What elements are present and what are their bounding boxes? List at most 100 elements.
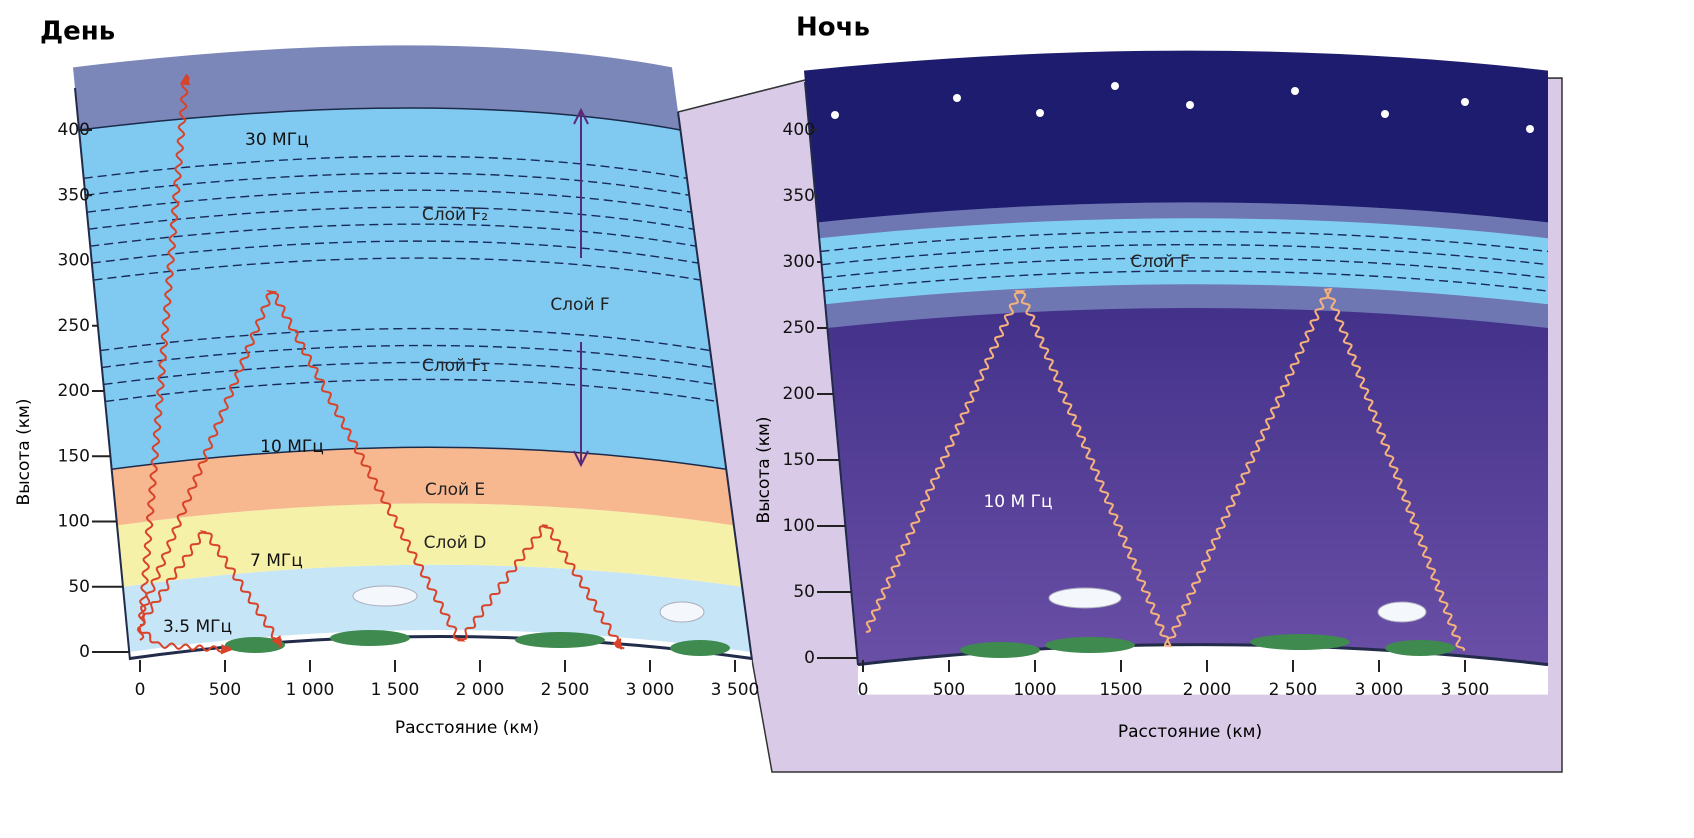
x-axis-label: Расстояние (км) [395,718,539,738]
dash-line [85,172,690,196]
y-tick-label: 50 [793,582,815,602]
lower-sky [122,564,751,652]
layers [73,45,1549,695]
dash-line [83,155,688,179]
x-axis-label: Расстояние (км) [1118,722,1262,742]
cloud [352,585,418,607]
hill [1045,637,1135,653]
layer-label: Слой F₁ [422,356,488,376]
x-tick-label: 1000 [1013,680,1056,700]
wave-label: 3.5 МГц [163,617,232,637]
hill [670,640,730,656]
x-tick-label: 0 [135,680,146,700]
arrowhead [179,74,191,86]
hill [960,642,1040,658]
y-tick-label: 300 [58,251,90,271]
dash-line [93,257,701,281]
y-tick-label: 400 [783,120,815,140]
arrowhead [611,638,622,650]
wave-label: 10 МГц [260,437,324,457]
x-tick-label: 3 500 [711,680,760,700]
night-title: Ночь [796,13,870,43]
upper-cap [73,45,681,130]
cloud [1377,601,1427,623]
x-tick-label: 3 500 [1441,680,1490,700]
star [953,94,961,102]
layer-f [819,218,1548,305]
layer-label: Слой F₂ [422,205,488,225]
dash-line [91,240,699,264]
layer-d [117,503,743,587]
night-upper-sky [803,50,1548,223]
boundary [78,107,681,131]
layer-e [111,447,734,526]
star [1526,125,1534,133]
hill [225,637,285,653]
cloud [659,601,705,623]
star [831,111,839,119]
x-tick-label: 0 [858,680,869,700]
y-tick-label: 400 [58,120,90,140]
x-tick-label: 500 [209,680,241,700]
arrowhead [220,644,232,655]
ground [129,636,752,689]
x-tick-label: 3 000 [1355,680,1404,700]
arrowhead [271,635,282,647]
wave-3-5mhz [139,628,233,653]
wave-label: 30 МГц [245,130,309,150]
y-tick-label: 0 [79,642,90,662]
y-tick-label: 150 [783,450,815,470]
panel-edge [74,87,753,661]
x-tick-label: 1 500 [371,680,420,700]
wave-10mhz [139,289,625,650]
y-tick-label: 0 [804,648,815,668]
day-title: День [40,17,115,47]
wave-7mhz [139,530,283,649]
hill [1385,640,1455,656]
y-tick-label: 250 [58,316,90,336]
layer-f [79,108,727,470]
y-axis-label: Высота (км) [14,399,34,506]
y-tick-label: 250 [783,318,815,338]
layer-label: Слой E [425,480,485,500]
extent-arrow [573,107,589,468]
hill [330,630,410,646]
star [1111,82,1119,90]
star [1461,98,1469,106]
y-tick-label: 200 [783,384,815,404]
boundary [111,446,727,471]
dash-line [86,189,692,213]
x-tick-label: 500 [933,680,965,700]
dash-line [103,361,715,386]
layer-label: Слой D [424,533,487,553]
dash-line [822,257,1549,279]
wave-night-10mhz [865,287,1466,652]
y-tick-label: 50 [68,577,90,597]
wave-label: 7 МГц [250,551,303,571]
dash-line [101,344,713,369]
y-tick-label: 200 [58,381,90,401]
dash-line [90,223,697,247]
panel-edge [804,81,859,666]
x-tick-label: 1 000 [286,680,335,700]
wave-30mhz [136,74,190,641]
hill [515,632,605,648]
star [1036,109,1044,117]
dash-line [823,270,1549,292]
star [1186,101,1194,109]
x-tick-label: 2 500 [541,680,590,700]
hill [1250,634,1350,650]
x-tick-label: 2 000 [1183,680,1232,700]
y-tick-label: 150 [58,446,90,466]
ground [857,644,1548,695]
x-tick-label: 2 500 [1269,680,1318,700]
x-tick-label: 1500 [1099,680,1142,700]
y-tick-label: 350 [58,185,90,205]
y-axis-label: Высота (км) [754,417,774,524]
wave-label: 10 М Гц [983,492,1052,512]
star [1291,87,1299,95]
dash-line [88,206,694,230]
dash-line [820,230,1549,253]
x-tick-label: 2 000 [456,680,505,700]
